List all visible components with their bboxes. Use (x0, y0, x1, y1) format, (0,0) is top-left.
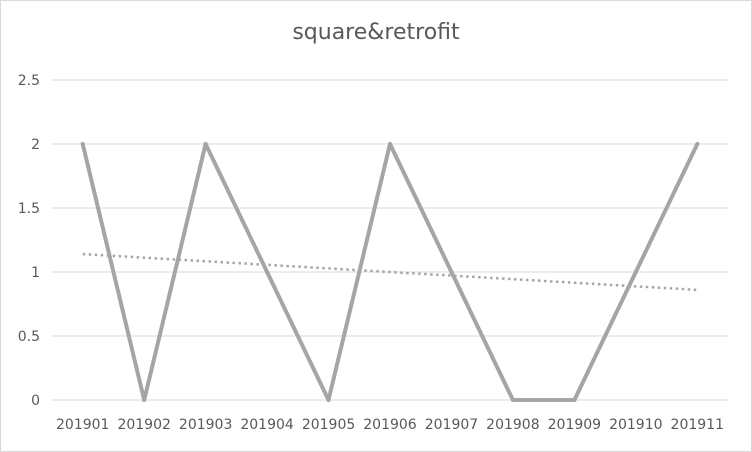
x-tick-label: 201904 (240, 417, 294, 433)
x-tick-label: 201911 (671, 417, 724, 433)
y-tick-label: 0 (31, 393, 40, 409)
trendline (82, 252, 698, 292)
data-point (142, 398, 147, 402)
y-tick-label: 2 (31, 137, 40, 153)
x-tick-label: 201901 (56, 417, 109, 433)
data-point (326, 398, 331, 402)
x-tick-label: 201902 (117, 417, 170, 433)
x-axis-ticks: 201901 201902 201903 201904 201905 201906 2019… (56, 417, 724, 433)
y-axis-ticks: 0 0.5 1 1.5 2 2.5 (18, 73, 40, 409)
chart-title: square&retrofit (292, 20, 460, 45)
data-point (388, 142, 392, 146)
x-tick-label: 201905 (302, 417, 355, 433)
y-tick-label: 1 (31, 265, 40, 281)
data-point (695, 142, 700, 146)
x-tick-label: 201910 (609, 417, 662, 433)
data-point (80, 142, 85, 146)
x-tick-label: 201907 (425, 417, 478, 433)
x-tick-label: 201908 (486, 417, 539, 433)
y-tick-label: 2.5 (18, 73, 40, 89)
y-tick-label: 0.5 (18, 329, 40, 345)
x-tick-label: 201909 (548, 417, 601, 433)
data-point (572, 398, 577, 402)
x-tick-label: 201906 (363, 417, 417, 433)
y-tick-label: 1.5 (18, 201, 40, 217)
data-point (449, 270, 454, 274)
trendline-line (82, 252, 698, 292)
gridlines (52, 79, 728, 401)
data-point (265, 270, 270, 274)
data-point (633, 270, 638, 274)
data-point (510, 398, 515, 402)
x-tick-label: 201903 (179, 417, 232, 433)
series-lines (80, 142, 700, 402)
data-point (203, 142, 208, 146)
